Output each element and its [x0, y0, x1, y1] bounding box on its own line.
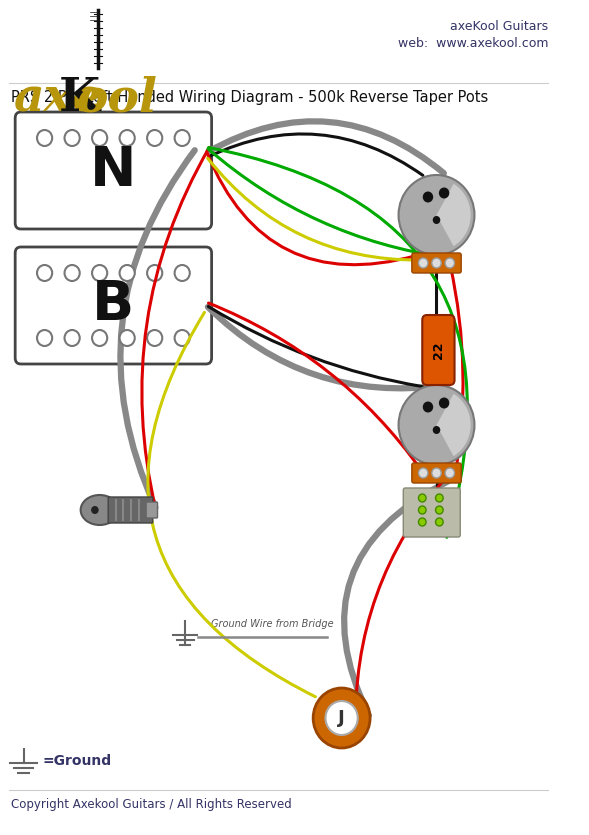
Circle shape — [423, 402, 433, 412]
Circle shape — [435, 506, 443, 514]
Circle shape — [418, 468, 428, 478]
Circle shape — [418, 494, 426, 502]
Circle shape — [65, 265, 80, 281]
Text: web:  www.axekool.com: web: www.axekool.com — [398, 37, 548, 50]
Circle shape — [399, 385, 475, 465]
Circle shape — [435, 494, 443, 502]
Text: B: B — [92, 279, 134, 332]
Wedge shape — [436, 184, 471, 246]
Circle shape — [65, 130, 80, 146]
FancyBboxPatch shape — [403, 488, 460, 537]
FancyBboxPatch shape — [146, 502, 157, 518]
Circle shape — [439, 188, 449, 199]
Text: J: J — [338, 709, 345, 727]
Circle shape — [37, 265, 52, 281]
Circle shape — [313, 688, 370, 748]
Circle shape — [174, 330, 190, 346]
Circle shape — [120, 130, 135, 146]
FancyBboxPatch shape — [108, 497, 153, 523]
FancyBboxPatch shape — [412, 463, 461, 483]
Circle shape — [445, 258, 455, 268]
Circle shape — [418, 518, 426, 526]
Circle shape — [432, 468, 441, 478]
Circle shape — [37, 330, 52, 346]
FancyBboxPatch shape — [15, 112, 211, 229]
FancyBboxPatch shape — [15, 247, 211, 364]
Circle shape — [433, 216, 441, 224]
Text: axeKool Guitars: axeKool Guitars — [451, 20, 548, 33]
Circle shape — [399, 175, 475, 255]
Text: axe: axe — [14, 75, 102, 121]
Circle shape — [418, 258, 428, 268]
Circle shape — [92, 130, 107, 146]
Ellipse shape — [81, 495, 118, 525]
Circle shape — [91, 506, 99, 514]
Circle shape — [432, 258, 441, 268]
Text: PRS 2 Pot Left Handed Wiring Diagram - 500k Reverse Taper Pots: PRS 2 Pot Left Handed Wiring Diagram - 5… — [11, 90, 489, 105]
Circle shape — [423, 191, 433, 203]
Text: N: N — [90, 144, 137, 198]
Circle shape — [147, 130, 162, 146]
Circle shape — [445, 468, 455, 478]
Text: ool: ool — [76, 75, 157, 121]
Circle shape — [326, 701, 358, 735]
Text: =Ground: =Ground — [42, 754, 112, 768]
Circle shape — [174, 130, 190, 146]
Text: Copyright Axekool Guitars / All Rights Reserved: Copyright Axekool Guitars / All Rights R… — [11, 798, 292, 811]
Circle shape — [37, 130, 52, 146]
Circle shape — [92, 265, 107, 281]
Circle shape — [65, 330, 80, 346]
Text: 22: 22 — [432, 342, 445, 359]
Circle shape — [418, 506, 426, 514]
Circle shape — [120, 265, 135, 281]
Wedge shape — [436, 394, 471, 456]
Circle shape — [174, 265, 190, 281]
Circle shape — [147, 330, 162, 346]
Circle shape — [120, 330, 135, 346]
Circle shape — [439, 397, 449, 408]
FancyBboxPatch shape — [412, 253, 461, 273]
Circle shape — [433, 426, 441, 434]
Circle shape — [435, 518, 443, 526]
Text: K: K — [59, 75, 100, 121]
Text: Ground Wire from Bridge: Ground Wire from Bridge — [211, 619, 333, 629]
Circle shape — [147, 265, 162, 281]
FancyBboxPatch shape — [422, 315, 455, 385]
Circle shape — [92, 330, 107, 346]
